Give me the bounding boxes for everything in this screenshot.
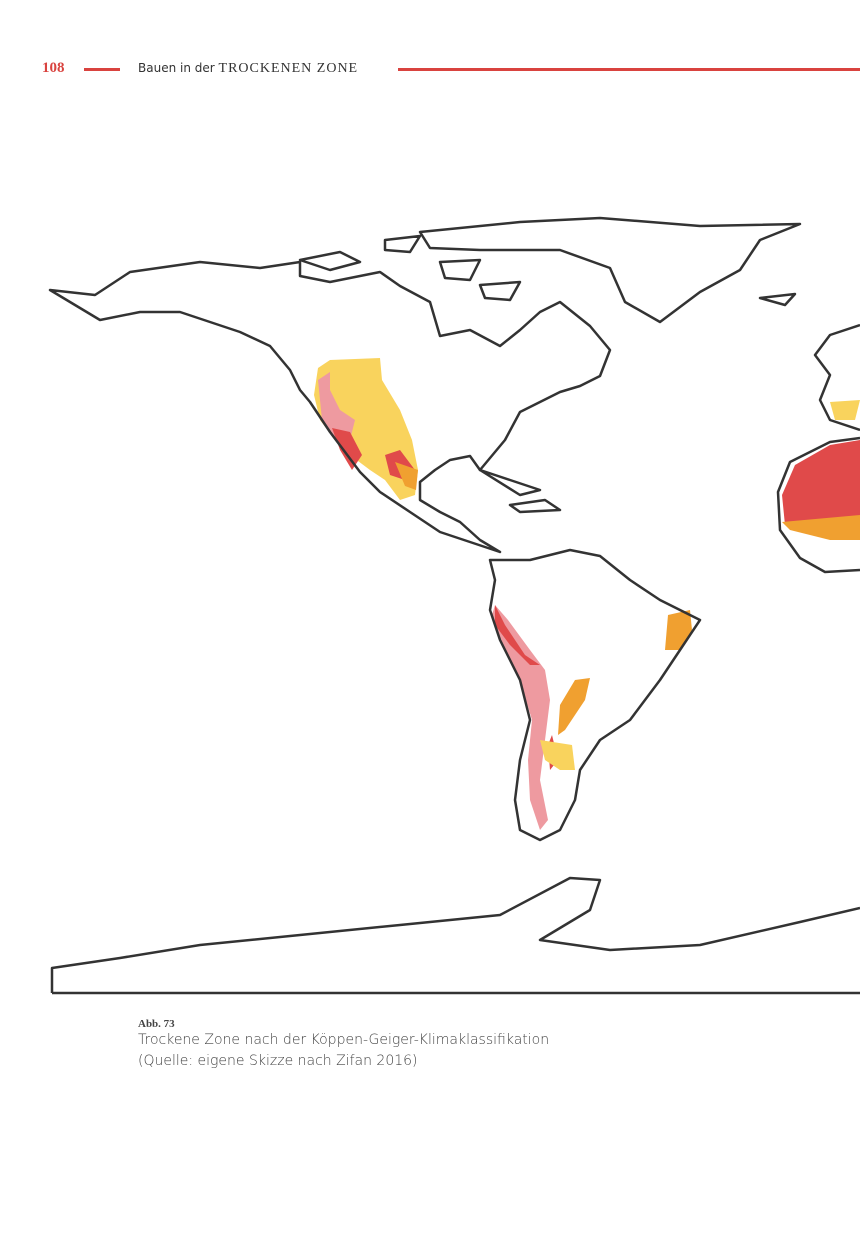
zone-red: [332, 428, 415, 480]
zone-orange: [395, 462, 418, 490]
antarctica: [50, 876, 860, 995]
africa-europe: [776, 323, 860, 574]
north-america: [48, 260, 612, 554]
header-rule: [398, 68, 860, 71]
page-number: 108: [42, 60, 65, 76]
zone-yellow: [830, 400, 860, 420]
running-head: Bauen in der TROCKENEN ZONE: [138, 61, 358, 77]
zone-orange: [782, 515, 860, 540]
caption-line: (Quelle: eigene Skizze nach Zifan 2016): [138, 1053, 418, 1069]
figure-caption: Abb. 73 Trockene Zone nach der Köppen-Ge…: [138, 1018, 549, 1072]
zone-pink: [492, 605, 550, 830]
islands: [298, 234, 797, 514]
coastlines: [48, 216, 860, 995]
caption-line: Trockene Zone nach der Köppen-Geiger-Kli…: [138, 1032, 550, 1048]
figure-label: Abb. 73: [138, 1018, 175, 1030]
zone-pink: [318, 372, 355, 440]
zone-orange: [558, 610, 692, 735]
dry-zones: [314, 358, 860, 830]
greenland: [418, 216, 802, 324]
south-america: [488, 548, 702, 842]
map: [48, 216, 860, 995]
running-prefix: Bauen in der: [138, 61, 215, 75]
header-rule: [84, 68, 120, 71]
zone-red: [782, 440, 860, 530]
running-title: TROCKENEN ZONE: [218, 61, 359, 76]
zone-yellow: [540, 740, 575, 770]
